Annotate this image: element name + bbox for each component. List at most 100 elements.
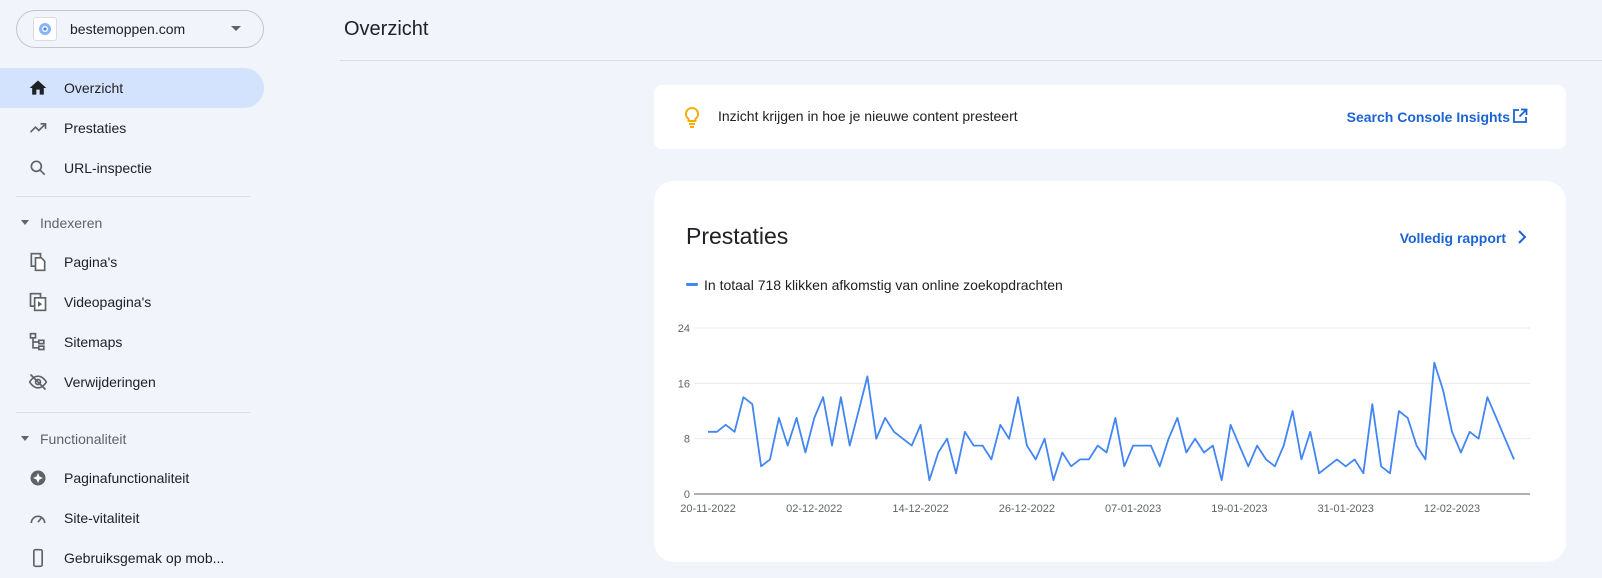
- data-point[interactable]: [759, 464, 763, 468]
- data-point[interactable]: [1361, 471, 1365, 475]
- data-point[interactable]: [972, 444, 976, 448]
- data-point[interactable]: [1229, 423, 1233, 427]
- sidebar-item-paginas[interactable]: Pagina's: [0, 242, 264, 282]
- data-point[interactable]: [821, 395, 825, 399]
- data-point[interactable]: [1096, 444, 1100, 448]
- data-point[interactable]: [1140, 444, 1144, 448]
- data-point[interactable]: [741, 395, 745, 399]
- data-point[interactable]: [1459, 451, 1463, 455]
- section-indexeren[interactable]: Indexeren: [0, 209, 264, 237]
- data-point[interactable]: [1175, 416, 1179, 420]
- data-point[interactable]: [1078, 457, 1082, 461]
- sidebar-item-paginafunctionaliteit[interactable]: Paginafunctionaliteit: [0, 458, 264, 498]
- data-point[interactable]: [1326, 464, 1330, 468]
- data-point[interactable]: [1246, 464, 1250, 468]
- data-point[interactable]: [812, 416, 816, 420]
- data-point[interactable]: [883, 416, 887, 420]
- data-point[interactable]: [1060, 451, 1064, 455]
- property-selector[interactable]: bestemoppen.com: [16, 10, 264, 48]
- data-point[interactable]: [1237, 444, 1241, 448]
- data-point[interactable]: [1344, 464, 1348, 468]
- data-point[interactable]: [1113, 416, 1117, 420]
- data-point[interactable]: [848, 444, 852, 448]
- data-point[interactable]: [1291, 409, 1295, 413]
- data-point[interactable]: [750, 402, 754, 406]
- data-point[interactable]: [830, 444, 834, 448]
- data-point[interactable]: [839, 395, 843, 399]
- data-point[interactable]: [1477, 437, 1481, 441]
- data-point[interactable]: [1051, 478, 1055, 482]
- data-point[interactable]: [733, 430, 737, 434]
- sidebar-item-sitemaps[interactable]: Sitemaps: [0, 322, 264, 362]
- data-point[interactable]: [1184, 451, 1188, 455]
- caret-down-icon[interactable]: [231, 26, 241, 31]
- data-point[interactable]: [1335, 457, 1339, 461]
- sidebar-item-videopaginas[interactable]: Videopagina's: [0, 282, 264, 322]
- data-point[interactable]: [1255, 444, 1259, 448]
- data-point[interactable]: [1397, 409, 1401, 413]
- data-point[interactable]: [1202, 451, 1206, 455]
- data-point[interactable]: [1105, 451, 1109, 455]
- data-point[interactable]: [1432, 361, 1436, 365]
- data-point[interactable]: [989, 457, 993, 461]
- data-point[interactable]: [777, 416, 781, 420]
- data-point[interactable]: [954, 471, 958, 475]
- data-point[interactable]: [1423, 457, 1427, 461]
- search-console-insights-link[interactable]: Search Console Insights: [1346, 109, 1510, 125]
- data-point[interactable]: [865, 374, 869, 378]
- data-point[interactable]: [1450, 430, 1454, 434]
- sidebar-item-verwijderingen[interactable]: Verwijderingen: [0, 362, 264, 402]
- clicks-series-line[interactable]: [708, 361, 1515, 482]
- data-point[interactable]: [1016, 395, 1020, 399]
- data-point[interactable]: [1370, 402, 1374, 406]
- data-point[interactable]: [1034, 457, 1038, 461]
- data-point[interactable]: [1025, 444, 1029, 448]
- chevron-right-icon[interactable]: [1514, 229, 1530, 245]
- data-point[interactable]: [936, 451, 940, 455]
- data-point[interactable]: [1308, 430, 1312, 434]
- data-point[interactable]: [857, 409, 861, 413]
- data-point[interactable]: [768, 457, 772, 461]
- data-point[interactable]: [901, 437, 905, 441]
- data-point[interactable]: [1122, 464, 1126, 468]
- data-point[interactable]: [1388, 471, 1392, 475]
- data-point[interactable]: [1131, 444, 1135, 448]
- sidebar-item-overzicht[interactable]: Overzicht: [0, 68, 264, 108]
- data-point[interactable]: [1317, 471, 1321, 475]
- data-point[interactable]: [1273, 464, 1277, 468]
- open-in-new-icon[interactable]: [1512, 108, 1528, 124]
- data-point[interactable]: [1087, 457, 1091, 461]
- data-point[interactable]: [1158, 464, 1162, 468]
- data-point[interactable]: [945, 437, 949, 441]
- data-point[interactable]: [724, 423, 728, 427]
- data-point[interactable]: [1353, 457, 1357, 461]
- data-point[interactable]: [1485, 395, 1489, 399]
- data-point[interactable]: [910, 444, 914, 448]
- data-point[interactable]: [963, 430, 967, 434]
- data-point[interactable]: [1441, 388, 1445, 392]
- data-point[interactable]: [1149, 444, 1153, 448]
- data-point[interactable]: [1211, 444, 1215, 448]
- data-point[interactable]: [1415, 444, 1419, 448]
- full-report-link[interactable]: Volledig rapport: [1399, 230, 1506, 246]
- data-point[interactable]: [1468, 430, 1472, 434]
- data-point[interactable]: [803, 451, 807, 455]
- data-point[interactable]: [715, 430, 719, 434]
- data-point[interactable]: [919, 423, 923, 427]
- data-point[interactable]: [1264, 457, 1268, 461]
- data-point[interactable]: [1069, 464, 1073, 468]
- data-point[interactable]: [1167, 437, 1171, 441]
- data-point[interactable]: [1043, 437, 1047, 441]
- data-point[interactable]: [892, 430, 896, 434]
- data-point[interactable]: [1220, 478, 1224, 482]
- data-point[interactable]: [1494, 416, 1498, 420]
- data-point[interactable]: [981, 444, 985, 448]
- data-point[interactable]: [1282, 444, 1286, 448]
- data-point[interactable]: [1406, 416, 1410, 420]
- section-functionaliteit[interactable]: Functionaliteit: [0, 425, 264, 453]
- sidebar-item-site-vitaliteit[interactable]: Site-vitaliteit: [0, 498, 264, 538]
- data-point[interactable]: [706, 430, 710, 434]
- data-point[interactable]: [1007, 437, 1011, 441]
- data-point[interactable]: [1512, 457, 1516, 461]
- data-point[interactable]: [927, 478, 931, 482]
